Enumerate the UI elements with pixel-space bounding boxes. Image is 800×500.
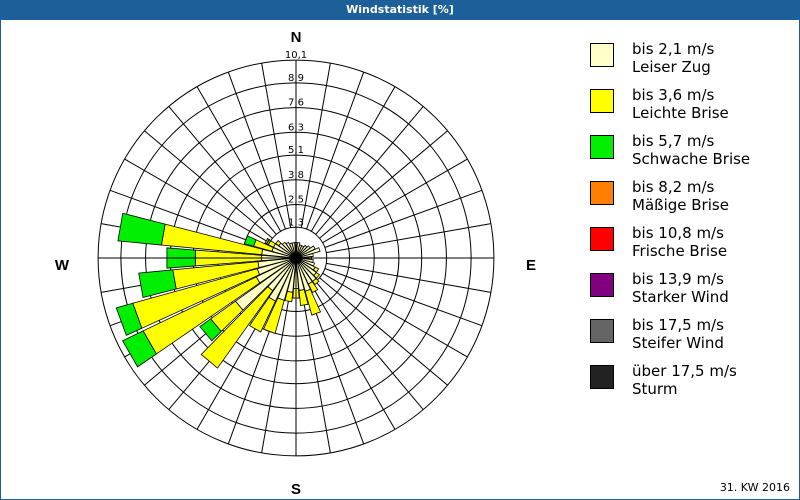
ring-labels: 1,3 2,5 3,8 5,1 6,3 7,6 8,9 10,1 [285,50,307,228]
grid-spoke [326,223,491,254]
rose-bars [115,212,322,369]
grid-spoke [324,268,483,327]
legend-item: bis 10,8 m/s Frische Brise [590,224,790,267]
rose-axes [98,60,494,456]
legend-swatch [590,319,614,343]
grid-spoke [144,130,273,239]
legend-swatch [590,365,614,389]
legend-label: Leiser Zug [632,58,711,76]
bar-segment [263,297,285,334]
bar-segment [304,288,322,316]
ring-label: 10,1 [285,50,307,61]
ring-label: 5,1 [288,145,304,156]
bar-segment [264,237,270,245]
ring-label: 2,5 [288,195,304,206]
legend-speed: bis 13,9 m/s [632,270,724,288]
bar-segment [138,269,177,299]
grid-spoke [261,63,292,228]
legend-swatch [590,181,614,205]
legend-label: Leichte Brise [632,104,729,122]
compass-w: W [55,257,70,274]
legend-label: Frische Brise [632,242,728,260]
grid-spoke [315,106,424,235]
bar-segment [313,271,321,279]
legend-swatch [590,89,614,113]
bar-segment [298,289,309,307]
compass-s: S [291,481,301,498]
grid-spoke [306,71,365,230]
legend-label: Starker Wind [632,288,729,306]
legend-label: Mäßige Brise [632,196,729,214]
legend-item: bis 13,9 m/s Starker Wind [590,270,790,313]
legend-label: Steifer Wind [632,334,724,352]
grid-spoke [109,189,268,248]
ring-label: 6,3 [288,122,304,133]
ring-label: 7,6 [288,98,304,109]
legend-speed: bis 2,1 m/s [632,40,715,58]
grid-spoke [300,288,331,453]
ring-label: 8,9 [288,73,304,84]
bar-segment [248,296,276,333]
grid-spoke [326,262,491,293]
week-label: 31. KW 2016 [719,481,790,494]
grid-spoke [168,106,277,235]
grid-spoke [300,63,331,228]
grid-spoke [227,71,286,230]
grid-spoke [124,158,270,244]
grid-spoke [310,284,396,430]
bar-segment [115,302,143,336]
legend-swatch [590,227,614,251]
legend-item: bis 8,2 m/s Mäßige Brise [590,178,790,221]
legend-speed: bis 5,7 m/s [632,132,715,150]
legend-speed: bis 17,5 m/s [632,316,724,334]
grid-spoke [261,288,292,453]
grid-spoke [324,189,483,248]
bar-segment [291,242,297,259]
bar-segment [312,266,320,273]
legend-label: Schwache Brise [632,150,751,168]
bar-segment [199,318,222,342]
legend-item: über 17,5 m/s Sturm [590,362,790,405]
legend-swatch [590,43,614,67]
legend-speed: über 17,5 m/s [632,362,737,380]
bar-segment [121,330,157,368]
grid-spoke [322,158,468,244]
chart-title: Windstatistik [%] [0,0,800,20]
ring-label: 1,3 [288,217,304,228]
ring-label: 3,8 [288,170,304,181]
bar-segment [307,281,319,294]
bar-segment [275,239,282,247]
compass-e: E [526,257,536,274]
legend-item: bis 3,6 m/s Leichte Brise [590,86,790,129]
legend-speed: bis 8,2 m/s [632,178,715,196]
grid-spoke [310,86,396,232]
bar-segment [284,290,294,303]
bar-segment [200,286,274,369]
grid-spoke [315,281,424,410]
legend-swatch [590,135,614,159]
legend-speed: bis 10,8 m/s [632,224,724,242]
legend-speed: bis 3,6 m/s [632,86,715,104]
grid-spoke [322,272,468,358]
legend-item: bis 2,1 m/s Leiser Zug [590,40,790,83]
bar-segment [117,212,166,246]
legend-label: Sturm [632,380,678,398]
grid-spoke [319,277,448,386]
legend-swatch [590,273,614,297]
bar-segment [312,277,320,286]
legend-item: bis 17,5 m/s Steifer Wind [590,316,790,359]
compass-n: N [291,29,302,46]
legend-item: bis 5,7 m/s Schwache Brise [590,132,790,175]
grid-spoke [319,130,448,239]
bar-segment [243,235,257,247]
grid-spoke [196,86,282,232]
